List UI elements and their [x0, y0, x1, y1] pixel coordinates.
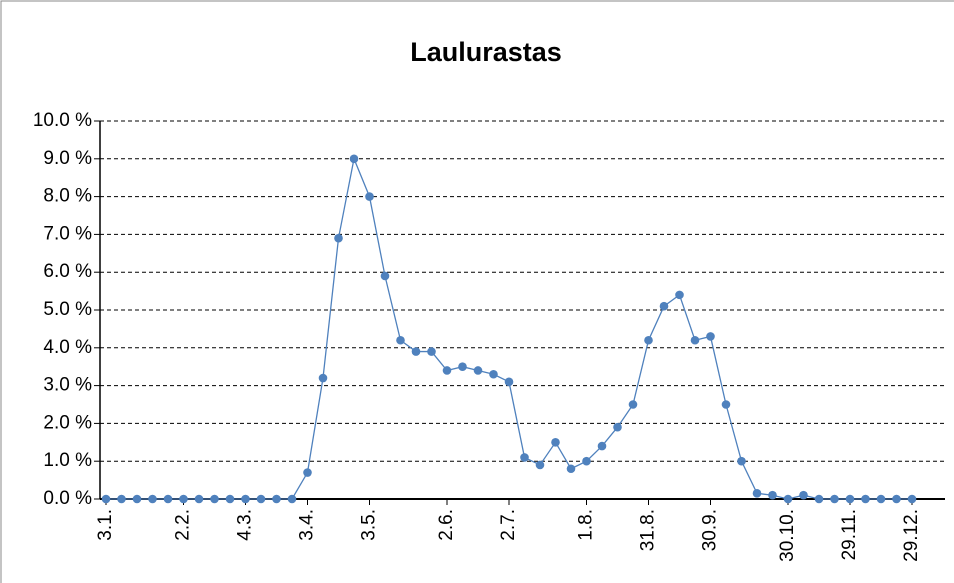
marker — [675, 290, 684, 300]
marker — [458, 362, 467, 372]
marker — [628, 400, 638, 409]
marker — [272, 494, 281, 504]
marker — [907, 494, 917, 504]
y-tick-label: 1.0 % — [43, 450, 92, 471]
y-tick-label: 4.0 % — [43, 337, 92, 358]
marker — [752, 489, 762, 498]
x-tick-label: 30.9. — [700, 509, 721, 551]
marker — [551, 438, 560, 447]
x-tick-label: 2.6. — [436, 509, 457, 541]
marker — [117, 494, 126, 504]
x-tick-label: 2.7. — [498, 509, 519, 541]
marker — [179, 494, 188, 504]
x-tick-label: 4.3. — [235, 509, 256, 541]
marker — [318, 373, 328, 383]
x-tick-label: 1.8. — [576, 509, 597, 541]
marker — [582, 456, 591, 466]
marker — [303, 468, 312, 477]
marker — [830, 494, 839, 504]
x-tick-label: 30.10. — [777, 509, 798, 562]
marker — [659, 301, 669, 311]
y-tick-label: 8.0 % — [43, 186, 92, 207]
marker — [876, 494, 886, 504]
marker — [287, 494, 297, 504]
marker — [349, 154, 359, 164]
marker — [101, 494, 111, 504]
marker — [535, 460, 545, 470]
marker — [892, 494, 901, 504]
marker — [148, 494, 157, 504]
marker — [504, 377, 514, 387]
marker — [411, 347, 421, 356]
y-tick-label: 3.0 % — [43, 375, 92, 396]
y-tick-label: 10.0 % — [33, 110, 92, 131]
marker — [489, 369, 498, 379]
x-tick-label: 29.11. — [839, 509, 860, 560]
x-tick-label: 31.8. — [638, 509, 659, 551]
marker — [396, 335, 405, 345]
x-tick-label: 2.2. — [173, 509, 194, 541]
marker — [241, 494, 250, 504]
x-tick-label: 3.4. — [297, 509, 318, 541]
marker — [256, 494, 266, 504]
marker — [194, 494, 204, 504]
chart-title: Laulurastas — [410, 37, 562, 67]
marker — [334, 233, 343, 243]
marker — [690, 335, 700, 345]
marker — [427, 347, 436, 356]
y-tick-label: 0.0 % — [43, 488, 92, 509]
marker — [861, 494, 870, 504]
marker — [210, 494, 219, 504]
marker — [706, 332, 715, 341]
marker — [644, 335, 653, 345]
marker — [768, 490, 777, 500]
y-tick-label: 7.0 % — [43, 223, 92, 244]
y-tick-label: 5.0 % — [43, 299, 92, 320]
y-tick-label: 9.0 % — [43, 148, 92, 169]
marker — [442, 366, 452, 375]
marker — [814, 494, 824, 504]
y-tick-label: 2.0 % — [43, 412, 92, 433]
marker — [566, 464, 576, 474]
x-tick-label: 29.12. — [901, 509, 922, 562]
marker — [225, 494, 235, 504]
y-tick-label: 6.0 % — [43, 261, 92, 282]
marker — [845, 494, 855, 504]
marker — [163, 494, 173, 504]
marker — [613, 422, 622, 432]
marker — [473, 366, 483, 375]
marker — [520, 453, 529, 462]
marker — [721, 400, 731, 409]
x-tick-label: 3.1. — [95, 509, 116, 541]
marker — [783, 494, 793, 504]
x-tick-label: 3.5. — [359, 509, 380, 541]
marker — [799, 490, 808, 500]
marker — [597, 441, 607, 451]
marker — [365, 192, 374, 201]
marker — [737, 456, 746, 466]
marker — [380, 271, 390, 281]
marker — [132, 494, 142, 504]
